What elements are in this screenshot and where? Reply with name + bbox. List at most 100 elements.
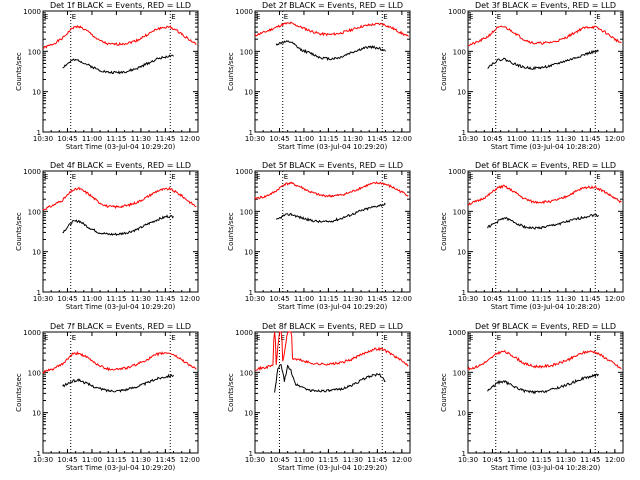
events-series-line: [487, 373, 599, 395]
x-axis-label: Start Time (03-Jul-04 10:29:20): [278, 303, 388, 311]
lld-series-line: [255, 331, 409, 371]
plot-frame: [467, 170, 624, 293]
chart-panel-8: Det 8f BLACK = Events, RED = LLD 10:30 10:…: [227, 322, 412, 472]
y-tick-label: 1000: [448, 329, 466, 337]
lld-series-line: [467, 349, 622, 371]
x-tick-label: 11:30: [556, 135, 576, 143]
events-series-line: [275, 202, 386, 224]
y-tick-label: 10: [457, 410, 466, 418]
y-tick-label: 1000: [448, 8, 466, 16]
y-tick-label: 1000: [235, 168, 253, 176]
plot-frame: [42, 10, 199, 133]
y-tick-label: 1: [462, 129, 466, 137]
x-axis-label: Start Time (03-Jul-04 10:29:20): [66, 143, 176, 151]
x-tick-label: 10:45: [269, 295, 289, 303]
x-tick-label: 11:15: [318, 135, 338, 143]
chart-panel-9: Det 9f BLACK = Events, RED = LLD 10:30 10:…: [440, 322, 625, 472]
event-marker-label: E: [497, 334, 501, 342]
y-tick-label: 1000: [235, 8, 253, 16]
chart-panel-4: Det 4f BLACK = Events, RED = LLD 10:30 10:…: [15, 161, 200, 311]
x-axis-label: Start Time (03-Jul-04 10:29:20): [66, 303, 176, 311]
x-tick-label: 10:45: [482, 295, 502, 303]
event-marker-label: E: [284, 13, 288, 21]
event-marker-label: E: [383, 13, 387, 21]
x-tick-label: 10:45: [269, 135, 289, 143]
x-tick-label: 11:15: [531, 135, 551, 143]
y-tick-label: 10: [457, 249, 466, 257]
x-tick-label: 11:15: [531, 456, 551, 464]
y-tick-label: 1: [249, 129, 253, 137]
x-tick-label: 12:00: [392, 135, 412, 143]
y-tick-label: 100: [453, 48, 466, 56]
panel-title: Det 6f BLACK = Events, RED = LLD: [475, 161, 616, 170]
x-tick-label: 11:30: [131, 135, 151, 143]
x-tick-label: 11:00: [82, 456, 102, 464]
chart-panel-7: Det 7f BLACK = Events, RED = LLD 10:30 10:…: [15, 322, 200, 472]
plot-frame: [467, 331, 624, 454]
x-tick-label: 11:45: [155, 295, 175, 303]
event-marker-label: E: [596, 334, 600, 342]
y-tick-label: 1000: [23, 168, 41, 176]
x-tick-label: 11:30: [343, 456, 363, 464]
y-tick-label: 10: [32, 89, 41, 97]
x-tick-label: 10:30: [245, 135, 265, 143]
event-marker-label: E: [44, 334, 48, 342]
event-marker-label: E: [72, 334, 76, 342]
y-tick-label: 100: [28, 208, 41, 216]
lld-series-line: [42, 186, 197, 211]
x-tick-label: 10:45: [482, 135, 502, 143]
x-axis-label: Start Time (03-Jul-04 10:29:20): [278, 464, 388, 472]
y-tick-label: 10: [457, 89, 466, 97]
y-axis-label: Counts/sec: [15, 373, 23, 412]
x-tick-label: 12:00: [180, 456, 200, 464]
event-marker-label: E: [383, 173, 387, 181]
x-tick-label: 11:15: [106, 135, 126, 143]
y-tick-label: 100: [453, 208, 466, 216]
y-tick-label: 1000: [23, 8, 41, 16]
chart-panel-5: Det 5f BLACK = Events, RED = LLD 10:30 10:…: [227, 161, 412, 311]
x-tick-label: 11:00: [294, 135, 314, 143]
x-tick-label: 10:45: [482, 456, 502, 464]
plot-frame: [42, 331, 199, 454]
panel-title: Det 7f BLACK = Events, RED = LLD: [50, 322, 191, 331]
x-tick-label: 11:45: [367, 295, 387, 303]
x-tick-label: 10:30: [245, 295, 265, 303]
y-tick-label: 10: [32, 410, 41, 418]
lld-series-line: [254, 21, 409, 37]
x-tick-label: 11:45: [155, 135, 175, 143]
y-tick-label: 100: [240, 369, 253, 377]
x-tick-label: 10:30: [458, 135, 478, 143]
events-series-line: [487, 213, 599, 230]
x-tick-label: 11:15: [106, 456, 126, 464]
event-marker-label: E: [72, 13, 76, 21]
y-tick-label: 1000: [448, 168, 466, 176]
plot-frame: [254, 170, 411, 293]
y-tick-label: 10: [244, 89, 253, 97]
events-series-line: [487, 49, 599, 71]
x-tick-label: 11:30: [556, 456, 576, 464]
y-tick-label: 1: [37, 450, 41, 458]
x-tick-label: 11:00: [82, 295, 102, 303]
panel-title: Det 1f BLACK = Events, RED = LLD: [50, 1, 191, 10]
x-tick-label: 11:00: [294, 295, 314, 303]
x-tick-label: 11:45: [580, 456, 600, 464]
x-tick-label: 12:00: [392, 295, 412, 303]
event-marker-label: E: [44, 173, 48, 181]
x-tick-label: 11:30: [556, 295, 576, 303]
x-tick-label: 11:00: [294, 456, 314, 464]
x-tick-label: 12:00: [605, 456, 625, 464]
y-axis-label: Counts/sec: [440, 212, 448, 251]
x-tick-label: 11:00: [507, 295, 527, 303]
x-tick-label: 12:00: [392, 456, 412, 464]
y-tick-label: 1: [37, 129, 41, 137]
x-tick-label: 10:30: [458, 456, 478, 464]
y-tick-label: 100: [28, 48, 41, 56]
panel-title: Det 2f BLACK = Events, RED = LLD: [262, 1, 403, 10]
chart-panel-2: Det 2f BLACK = Events, RED = LLD 10:30 10:…: [227, 1, 412, 151]
lld-series-line: [42, 24, 197, 49]
x-tick-label: 11:00: [507, 456, 527, 464]
y-axis-label: Counts/sec: [440, 52, 448, 91]
y-axis-label: Counts/sec: [15, 52, 23, 91]
x-tick-label: 11:15: [531, 295, 551, 303]
y-tick-label: 1: [249, 289, 253, 297]
